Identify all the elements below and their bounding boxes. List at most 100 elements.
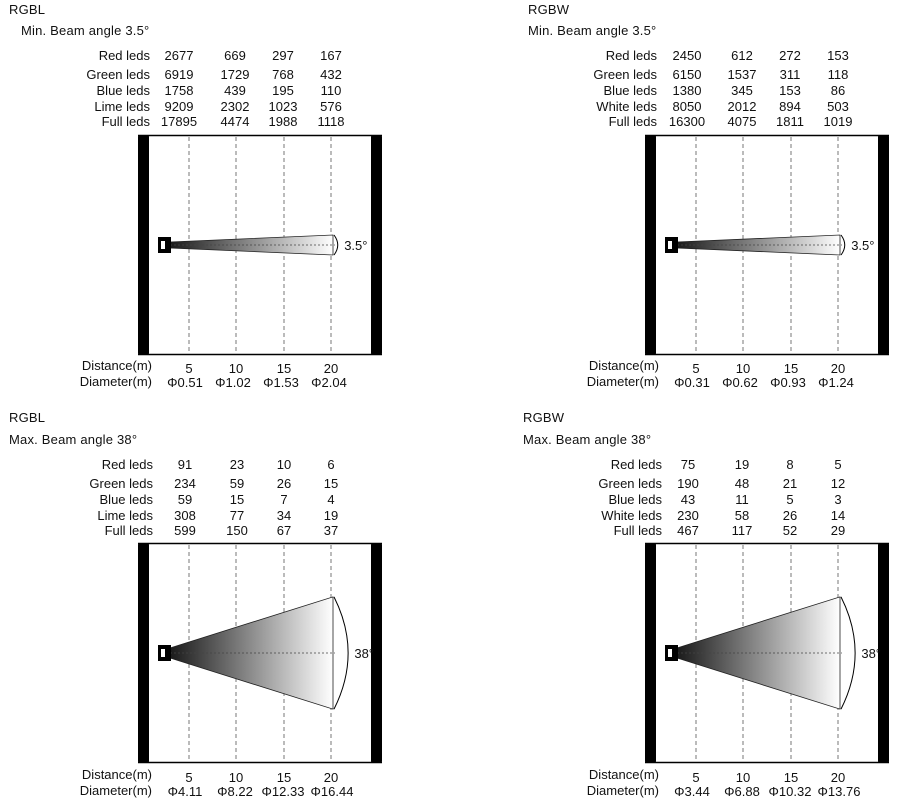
table-cell: 4474 bbox=[220, 114, 250, 129]
table-cell: 86 bbox=[830, 83, 846, 98]
diameter-value: Φ0.62 bbox=[722, 375, 758, 390]
distance-value: 5 bbox=[692, 770, 700, 785]
row-label: Green leds bbox=[89, 476, 153, 491]
table-cell: 67 bbox=[276, 523, 292, 538]
panel-title: RGBW bbox=[523, 410, 565, 425]
wall-right bbox=[371, 543, 382, 763]
distance-value: 20 bbox=[323, 770, 339, 785]
distance-value: 10 bbox=[228, 770, 244, 785]
table-cell: 91 bbox=[177, 457, 193, 472]
fixture-icon-detail bbox=[161, 241, 165, 249]
diameter-value: Φ12.33 bbox=[261, 784, 305, 799]
beam-diagram: 38° bbox=[645, 542, 889, 764]
table-cell: 894 bbox=[779, 99, 801, 114]
panel-subtitle: Max. Beam angle 38° bbox=[523, 432, 652, 447]
table-cell: 16300 bbox=[668, 114, 706, 129]
table-cell: 230 bbox=[677, 508, 699, 523]
table-cell: 190 bbox=[677, 476, 699, 491]
fixture-icon-detail bbox=[668, 241, 672, 249]
row-label: Red leds bbox=[101, 457, 153, 472]
table-cell: 75 bbox=[680, 457, 696, 472]
diameter-value: Φ13.76 bbox=[817, 784, 861, 799]
row-label: Full leds bbox=[104, 523, 153, 538]
table-cell: 26 bbox=[276, 476, 292, 491]
table-cell: 1380 bbox=[672, 83, 702, 98]
table-cell: 467 bbox=[677, 523, 699, 538]
angle-label: 38° bbox=[354, 646, 374, 661]
distance-value: 15 bbox=[276, 770, 292, 785]
table-cell: 21 bbox=[782, 476, 798, 491]
table-cell: 43 bbox=[680, 492, 696, 507]
distance-value: 10 bbox=[735, 770, 751, 785]
beam-diagram: 38° bbox=[138, 542, 382, 764]
diameter-value: Φ10.32 bbox=[768, 784, 812, 799]
table-cell: 2677 bbox=[164, 48, 194, 63]
table-cell: 3 bbox=[834, 492, 842, 507]
row-label: Red leds bbox=[605, 48, 657, 63]
wall-right bbox=[371, 135, 382, 355]
table-cell: 10 bbox=[276, 457, 292, 472]
table-cell: 59 bbox=[229, 476, 245, 491]
diameter-label: Diameter(m) bbox=[586, 374, 659, 389]
table-cell: 345 bbox=[731, 83, 753, 98]
table-cell: 4 bbox=[327, 492, 335, 507]
distance-label: Distance(m) bbox=[81, 358, 152, 373]
row-label: White leds bbox=[596, 99, 657, 114]
table-cell: 117 bbox=[731, 523, 753, 538]
row-label: Blue leds bbox=[603, 83, 657, 98]
diameter-value: Φ3.44 bbox=[674, 784, 710, 799]
angle-label: 38° bbox=[861, 646, 881, 661]
angle-arc bbox=[333, 596, 349, 710]
angle-label: 3.5° bbox=[344, 238, 367, 253]
diameter-value: Φ0.31 bbox=[674, 375, 710, 390]
table-cell: 12 bbox=[830, 476, 846, 491]
diameter-value: Φ1.53 bbox=[263, 375, 299, 390]
table-cell: 15 bbox=[323, 476, 339, 491]
table-cell: 439 bbox=[224, 83, 246, 98]
panel-title: RGBL bbox=[9, 2, 46, 17]
distance-label: Distance(m) bbox=[588, 767, 659, 782]
row-label: Blue leds bbox=[99, 492, 153, 507]
distance-value: 20 bbox=[830, 770, 846, 785]
panel-rgbw-min: RGBW Min. Beam angle 3.5° Red leds 2450 … bbox=[507, 0, 908, 400]
panel-rgbl-max: RGBL Max. Beam angle 38° Red leds 91 23 … bbox=[0, 408, 440, 808]
diameter-value: Φ6.88 bbox=[724, 784, 760, 799]
table-cell: 153 bbox=[779, 83, 801, 98]
distance-value: 15 bbox=[783, 770, 799, 785]
panel-rgbl-min: RGBL Min. Beam angle 3.5° Red leds 2677 … bbox=[0, 0, 440, 400]
angle-arc bbox=[333, 234, 339, 256]
table-cell: 19 bbox=[734, 457, 750, 472]
angle-arc bbox=[840, 234, 846, 256]
diameter-value: Φ2.04 bbox=[311, 375, 347, 390]
table-cell: 1811 bbox=[776, 114, 804, 129]
diameter-label: Diameter(m) bbox=[79, 783, 152, 798]
table-cell: 308 bbox=[174, 508, 196, 523]
table-cell: 1988 bbox=[268, 114, 298, 129]
diameter-value: Φ16.44 bbox=[310, 784, 354, 799]
table-cell: 5 bbox=[786, 492, 794, 507]
table-cell: 52 bbox=[782, 523, 798, 538]
panel-rgbw-max: RGBW Max. Beam angle 38° Red leds 75 19 … bbox=[507, 408, 908, 808]
row-label: Green leds bbox=[86, 67, 150, 82]
wall-left bbox=[645, 543, 656, 763]
table-cell: 6 bbox=[327, 457, 335, 472]
table-cell: 297 bbox=[272, 48, 294, 63]
row-label: Lime leds bbox=[97, 508, 153, 523]
table-cell: 17895 bbox=[160, 114, 198, 129]
beam-diagram: 3.5° bbox=[645, 134, 889, 356]
table-cell: 432 bbox=[320, 67, 342, 82]
table-cell: 1758 bbox=[164, 83, 194, 98]
table-cell: 576 bbox=[320, 99, 342, 114]
table-cell: 599 bbox=[174, 523, 196, 538]
table-cell: 311 bbox=[779, 67, 801, 82]
table-cell: 14 bbox=[830, 508, 846, 523]
distance-value: 5 bbox=[692, 361, 700, 376]
table-cell: 234 bbox=[174, 476, 196, 491]
table-cell: 1537 bbox=[727, 67, 757, 82]
row-label: Full leds bbox=[608, 114, 657, 129]
table-cell: 1118 bbox=[317, 114, 345, 129]
diameter-value: Φ8.22 bbox=[217, 784, 253, 799]
table-cell: 110 bbox=[320, 83, 342, 98]
panel-subtitle: Min. Beam angle 3.5° bbox=[21, 23, 150, 38]
distance-value: 20 bbox=[323, 361, 339, 376]
